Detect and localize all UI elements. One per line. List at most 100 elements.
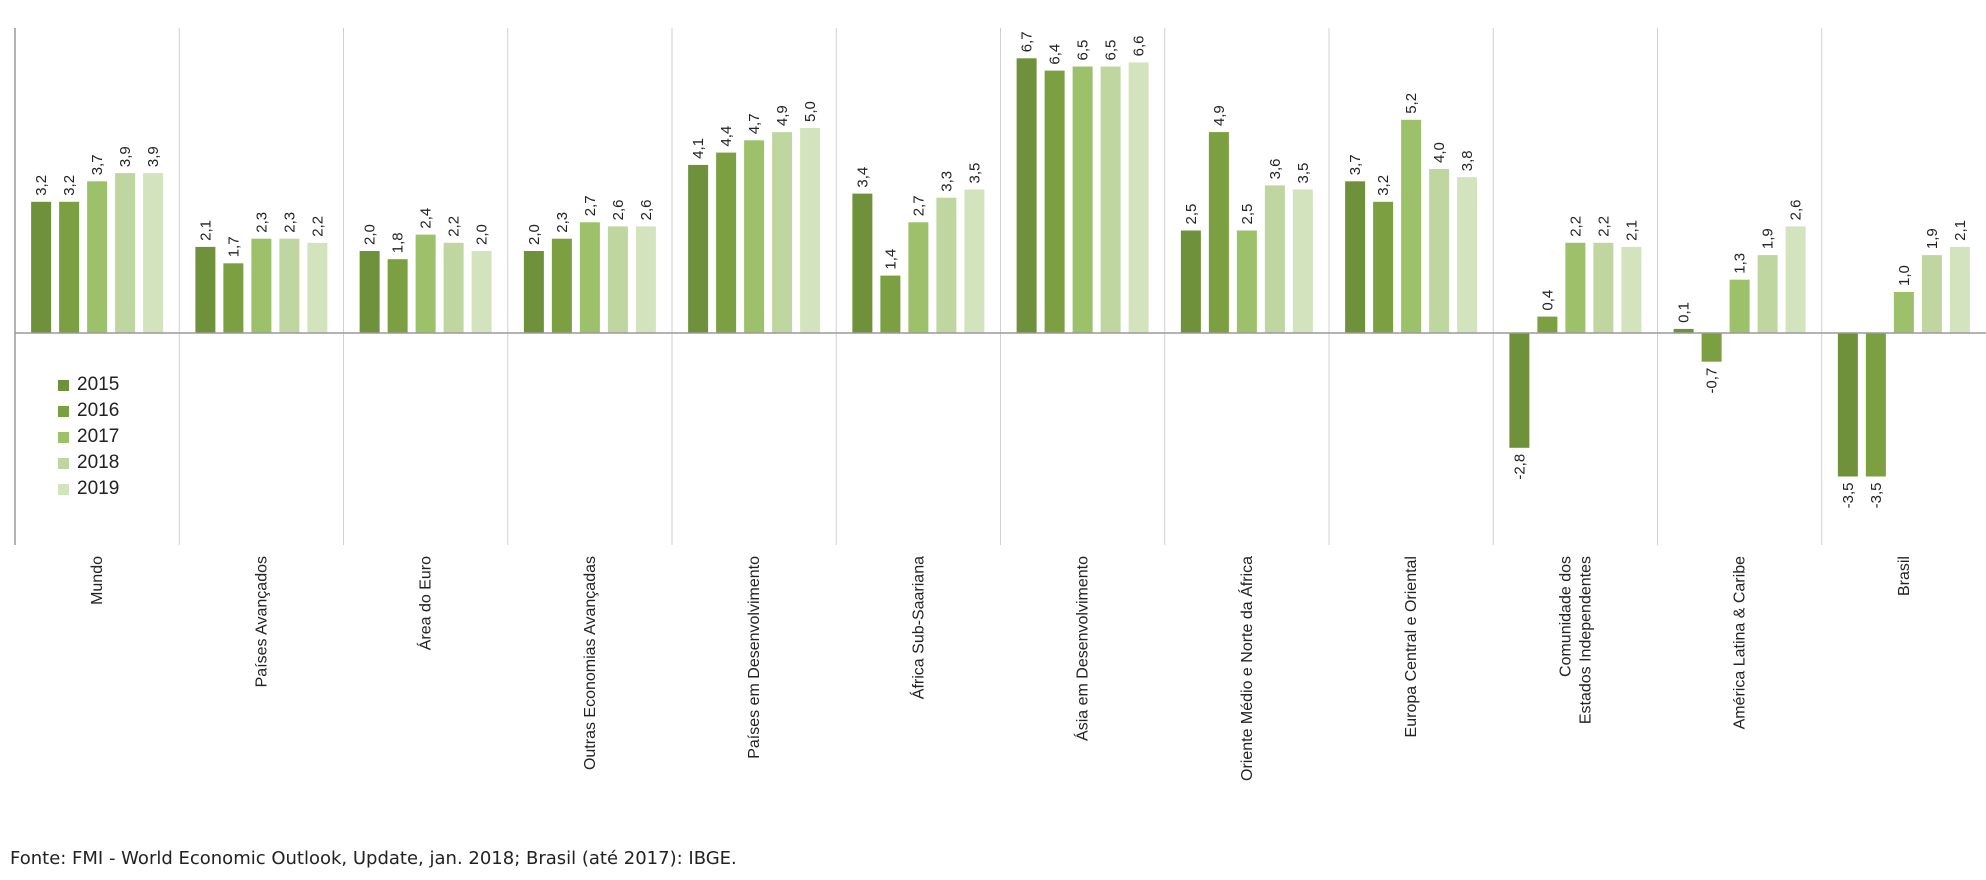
category-label: Europa Central e Oriental [1403, 556, 1420, 737]
value-label: 3,7 [89, 154, 106, 175]
value-label: 2,6 [1788, 200, 1805, 221]
bar [87, 181, 108, 333]
bar [1128, 62, 1149, 334]
value-label: 4,1 [690, 138, 707, 159]
value-label: 6,7 [1019, 31, 1036, 52]
value-label: -0,7 [1704, 368, 1721, 394]
bar [359, 251, 380, 333]
bar [1757, 255, 1778, 333]
bar [1921, 255, 1942, 333]
value-label: 6,5 [1103, 40, 1120, 61]
category-label: Oriente Médio e Norte da África [1237, 556, 1256, 781]
bar [1565, 242, 1586, 333]
value-label: 1,8 [390, 232, 407, 253]
category-separators [178, 28, 1823, 545]
value-label: 2,5 [1239, 204, 1256, 225]
bar [772, 132, 793, 333]
bar [1180, 230, 1201, 333]
value-label: 0,4 [1539, 290, 1556, 311]
value-label: 3,6 [1267, 159, 1284, 180]
source-note: Fonte: FMI - World Economic Outlook, Upd… [10, 848, 737, 869]
legend-label: 2015 [77, 374, 120, 395]
bar [1292, 189, 1313, 333]
value-label: 2,2 [446, 216, 463, 237]
bar [551, 238, 572, 333]
legend-item: 2017 [58, 424, 119, 450]
category-label: Ásia em Desenvolvimento [1073, 556, 1092, 741]
value-label: 6,6 [1131, 36, 1148, 57]
legend-swatch [58, 457, 69, 469]
bar [800, 128, 821, 333]
bar [964, 189, 985, 333]
bar [936, 197, 957, 333]
value-label: 3,8 [1459, 150, 1476, 171]
bar [1537, 316, 1558, 333]
value-label: 4,9 [1211, 105, 1228, 126]
category-label: Comunidade dos [1557, 556, 1574, 677]
value-label: 0,1 [1676, 302, 1693, 323]
value-label: 2,2 [1595, 216, 1612, 237]
value-labels-layer: 3,2 3,2 3,7 3,9 3,9 2,1 1,7 2,3 2,3 2,2 2,0 1,8 2,4 2… [33, 31, 1969, 508]
value-label: 4,9 [774, 105, 791, 126]
legend-item: 2015 [58, 372, 119, 398]
bar [223, 263, 244, 333]
value-label: 2,3 [253, 212, 270, 233]
legend-swatch [58, 483, 69, 495]
bar [1016, 58, 1037, 334]
legend-label: 2018 [77, 452, 120, 473]
category-label: América Latina & Caribe [1732, 556, 1749, 730]
bar [1429, 169, 1450, 333]
bar [523, 251, 544, 333]
bar [1837, 333, 1858, 477]
value-label: 6,4 [1047, 44, 1064, 65]
bar [1264, 185, 1285, 333]
legend-item: 2019 [58, 476, 119, 502]
value-label: -3,5 [1840, 483, 1857, 509]
value-label: 1,4 [882, 249, 899, 270]
value-label: 3,3 [938, 171, 955, 192]
value-label: 3,7 [1347, 154, 1364, 175]
bar [251, 238, 272, 333]
bar [115, 173, 136, 333]
value-label: 2,0 [474, 224, 491, 245]
category-label: Área do Euro [416, 556, 435, 650]
bar [1373, 201, 1394, 333]
bar [1401, 119, 1422, 333]
bar [1673, 328, 1694, 333]
value-label: 2,6 [638, 200, 655, 221]
legend-item: 2016 [58, 398, 119, 424]
value-label: 4,7 [746, 113, 763, 134]
bar [1729, 279, 1750, 333]
bar [195, 246, 216, 333]
bar [1949, 246, 1970, 333]
value-label: -2,8 [1511, 454, 1528, 480]
value-label: 5,2 [1403, 93, 1420, 114]
value-label: 3,4 [854, 167, 871, 188]
value-label: 2,2 [309, 216, 326, 237]
value-label: 3,9 [117, 146, 134, 167]
value-label: 2,5 [1183, 204, 1200, 225]
bar [1509, 333, 1530, 448]
bar [279, 238, 300, 333]
value-label: 2,6 [610, 200, 627, 221]
bar [880, 275, 901, 333]
value-label: 2,0 [526, 224, 543, 245]
category-label: Estados Independentes [1577, 556, 1594, 724]
bar [1621, 246, 1642, 333]
bar [59, 201, 80, 333]
value-label: 2,3 [281, 212, 298, 233]
bar [415, 234, 436, 333]
bar [387, 259, 408, 333]
value-label: 5,0 [802, 101, 819, 122]
value-label: 1,3 [1732, 253, 1749, 274]
bar [716, 152, 737, 333]
legend: 2015 2016 2017 2018 2019 [58, 372, 119, 502]
bar [307, 242, 328, 333]
value-label: 3,2 [33, 175, 50, 196]
bar [1457, 177, 1478, 333]
value-label: 2,1 [1623, 220, 1640, 241]
bar [1893, 292, 1914, 333]
value-label: -3,5 [1868, 483, 1885, 509]
legend-label: 2019 [77, 478, 120, 499]
bar [579, 222, 600, 333]
